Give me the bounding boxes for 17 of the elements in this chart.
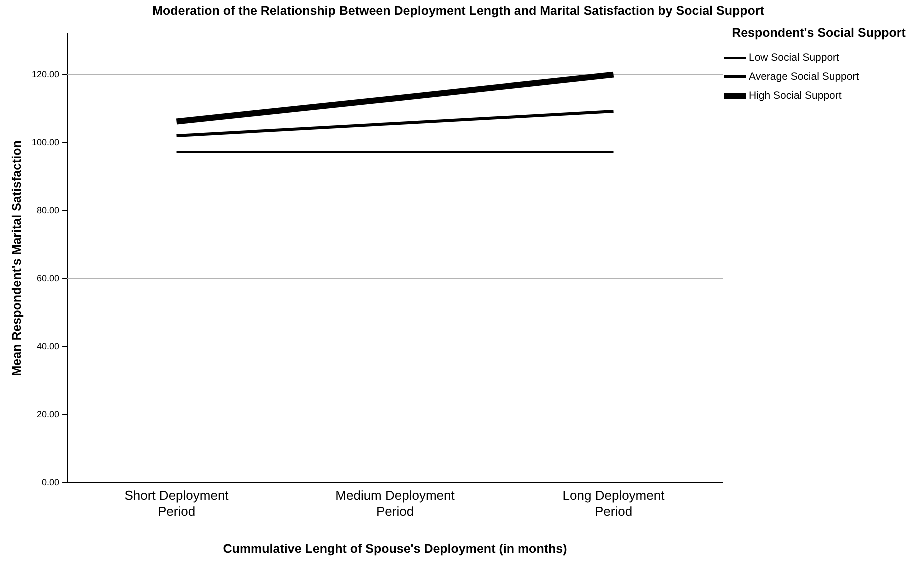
chart-title: Moderation of the Relationship Between Deployment Length and Marital Satisfaction by Social Support (152, 4, 766, 18)
legend-title: Respondent's Social Support (731, 26, 907, 40)
x-tick-label: Long Deployment Period (562, 488, 666, 519)
y-tick-label: 80.00 (36, 205, 60, 216)
legend-label: High Social Support (749, 90, 842, 102)
y-tick-label: 60.00 (36, 273, 60, 284)
x-axis-title: Cummulative Lenght of Spouse's Deployment (in months) (223, 542, 568, 556)
legend-label: Average Social Support (749, 70, 860, 82)
y-tick-label: 120.00 (32, 69, 60, 80)
y-axis-title: Mean Respondent's Marital Satisfaction (10, 140, 24, 376)
x-tick-label: Medium Deployment Period (336, 488, 456, 519)
y-tick-label: 100.00 (32, 137, 60, 148)
y-tick-label: 20.00 (36, 409, 60, 420)
y-tick-label: 40.00 (36, 341, 60, 352)
legend-label: Low Social Support (749, 52, 840, 64)
x-tick-label: Short Deployment Period (124, 488, 230, 519)
y-tick-label: 0.00 (42, 477, 60, 488)
